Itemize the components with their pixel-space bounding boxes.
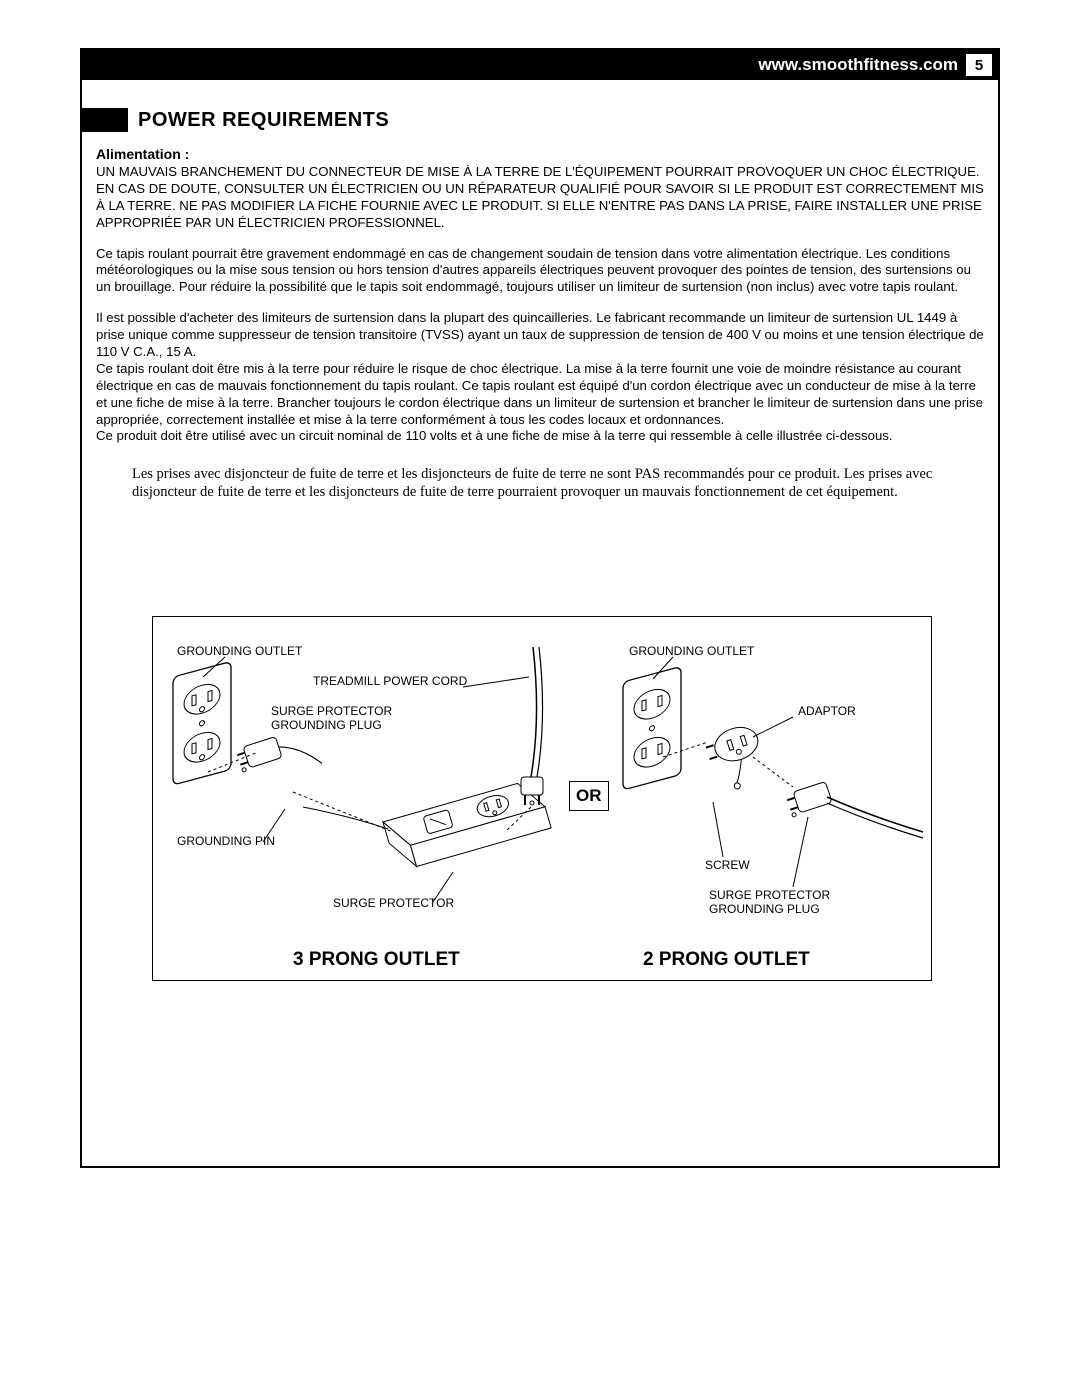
page-number: 5: [966, 54, 992, 76]
content-area: Alimentation : UN MAUVAIS BRANCHEMENT DU…: [82, 132, 998, 502]
header-url: www.smoothfitness.com: [758, 55, 958, 75]
paragraph-4: Ce tapis roulant doit être mis à la terr…: [96, 361, 984, 429]
caption-3-prong: 3 PRONG OUTLET: [293, 949, 460, 971]
paragraph-1: UN MAUVAIS BRANCHEMENT DU CONNECTEUR DE …: [96, 164, 984, 232]
paragraph-3: Il est possible d'acheter des limiteurs …: [96, 310, 984, 361]
label-treadmill-cord: TREADMILL POWER CORD: [313, 675, 467, 689]
label-surge-plug: SURGE PROTECTOR GROUNDING PLUG: [271, 705, 392, 733]
label-surge-protector: SURGE PROTECTOR: [333, 897, 454, 911]
label-adaptor: ADAPTOR: [798, 705, 856, 719]
paragraph-5: Ce produit doit être utilisé avec un cir…: [96, 428, 984, 445]
diagram-box: GROUNDING OUTLET TREADMILL POWER CORD SU…: [152, 616, 932, 981]
label-grounding-pin: GROUNDING PIN: [177, 835, 275, 849]
label-screw: SCREW: [705, 859, 750, 873]
sub-heading: Alimentation :: [96, 146, 984, 162]
note-text: Les prises avec disjoncteur de fuite de …: [132, 465, 948, 501]
caption-2-prong: 2 PRONG OUTLET: [643, 949, 810, 971]
page-frame: www.smoothfitness.com 5 POWER REQUIREMEN…: [80, 48, 1000, 1168]
label-grounding-outlet-right: GROUNDING OUTLET: [629, 645, 754, 659]
section-title: POWER REQUIREMENTS: [138, 109, 389, 132]
label-surge-plug-right: SURGE PROTECTOR GROUNDING PLUG: [709, 889, 830, 917]
paragraph-2: Ce tapis roulant pourrait être gravement…: [96, 246, 984, 297]
diagram-svg: [153, 617, 933, 982]
section-heading-row: POWER REQUIREMENTS: [82, 108, 998, 132]
section-block-icon: [82, 108, 128, 132]
or-box: OR: [569, 781, 609, 811]
header-bar: www.smoothfitness.com 5: [82, 50, 998, 80]
label-grounding-outlet-left: GROUNDING OUTLET: [177, 645, 302, 659]
